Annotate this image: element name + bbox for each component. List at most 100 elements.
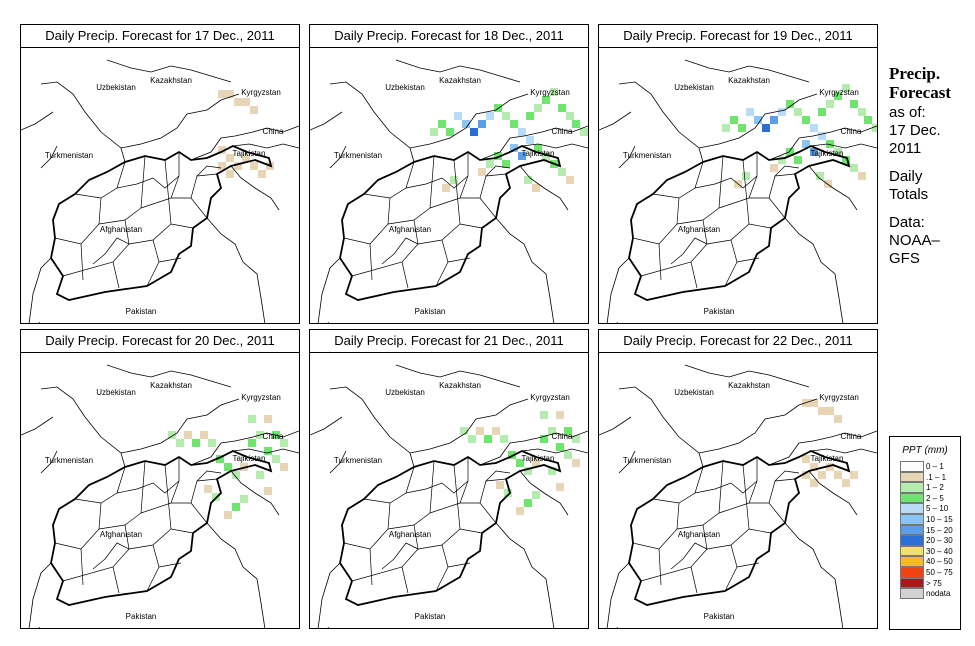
province-lines (632, 152, 800, 289)
place-label: Pakistan (415, 307, 446, 316)
precip-cell (810, 479, 818, 487)
precip-cell (526, 136, 534, 144)
precip-cell (542, 96, 550, 104)
precip-cell (248, 415, 256, 423)
precip-cell (470, 128, 478, 136)
province-line (652, 466, 704, 504)
province-line (363, 161, 415, 199)
afghanistan-outline (339, 450, 562, 606)
legend-label: 5 – 10 (926, 504, 949, 514)
legend-swatch (900, 535, 924, 546)
precip-cell (826, 140, 834, 148)
precip-cell (478, 168, 486, 176)
precip-cell (810, 124, 818, 132)
afghanistan-outline (50, 450, 273, 606)
totals-line1: Daily (889, 168, 923, 185)
country-border (206, 522, 266, 629)
place-label: Tajikistan (811, 149, 844, 158)
precip-cell (460, 427, 468, 435)
legend-item: 1 – 2 (890, 482, 960, 493)
place-label: China (841, 432, 862, 441)
legend-swatch (900, 461, 924, 472)
place-label: China (552, 432, 573, 441)
precip-cell (540, 411, 548, 419)
precip-cell (564, 427, 572, 435)
country-border (40, 81, 126, 163)
place-label: Turkmenistan (334, 151, 382, 160)
asof-date-line1: 17 Dec. (889, 122, 941, 139)
place-label: Uzbekistan (96, 388, 136, 397)
place-label: Uzbekistan (674, 388, 714, 397)
province-line (690, 566, 698, 594)
province-line (748, 223, 772, 229)
precip-cell (518, 152, 526, 160)
precip-cell (566, 176, 574, 184)
legend-label: nodata (926, 589, 951, 599)
country-border (190, 430, 299, 466)
precip-cell (818, 132, 826, 140)
legend-label: 0 – 1 (926, 462, 944, 471)
precip-cell (858, 108, 866, 116)
country-border (768, 125, 877, 161)
province-line (116, 480, 180, 494)
precip-cell (834, 471, 842, 479)
country-borders (599, 364, 877, 629)
province-line (387, 460, 435, 530)
precip-cell (834, 415, 842, 423)
country-border (317, 257, 341, 324)
country-border (28, 562, 52, 629)
precip-cell (810, 399, 818, 407)
legend-swatch (900, 556, 924, 567)
precip-cell (280, 439, 288, 447)
precip-cell (826, 407, 834, 415)
panel-title: Daily Precip. Forecast for 20 Dec., 2011 (21, 330, 299, 353)
precip-cell (858, 172, 866, 180)
country-border (21, 111, 54, 131)
precip-cell (770, 164, 778, 172)
precip-cell (248, 439, 256, 447)
totals-line2: Totals (889, 186, 929, 203)
precip-cell (802, 140, 810, 148)
legend-label: .1 – 1 (926, 472, 947, 482)
country-border (40, 450, 58, 474)
precip-cells (460, 411, 580, 515)
legend-item: 10 – 15 (890, 513, 960, 525)
province-line (417, 159, 461, 245)
province-line (694, 175, 758, 189)
legend-swatch (900, 545, 924, 557)
country-border (684, 364, 810, 388)
precip-cell (454, 112, 462, 120)
place-label: Tajikistan (233, 149, 266, 158)
legend-swatch (900, 566, 924, 578)
country-border (310, 416, 343, 436)
precip-cell (842, 84, 850, 92)
place-label: Kazakhstan (439, 76, 481, 85)
legend-label: 40 – 50 (926, 557, 953, 567)
country-border (21, 416, 54, 436)
province-line (405, 480, 469, 494)
country-border (232, 143, 299, 149)
precip-cell (516, 507, 524, 515)
precip-cell (232, 471, 240, 479)
province-line (92, 542, 130, 570)
country-border (329, 450, 347, 474)
country-border (120, 398, 240, 454)
province-line (369, 243, 373, 281)
place-label: Iran (327, 626, 341, 629)
precip-cell (794, 108, 802, 116)
precip-cell (802, 116, 810, 124)
province-line (351, 219, 419, 277)
place-label: Kazakhstan (728, 76, 770, 85)
place-label: Uzbekistan (385, 388, 425, 397)
precip-cell (218, 162, 226, 170)
place-label: Pakistan (704, 307, 735, 316)
precip-cell (558, 104, 566, 112)
panel-title: Daily Precip. Forecast for 17 Dec., 2011 (21, 25, 299, 48)
legend-swatch (900, 471, 924, 483)
country-border (808, 165, 858, 211)
province-line (459, 457, 469, 504)
province-line (170, 223, 194, 229)
province-line (343, 197, 391, 245)
precip-cell (564, 451, 572, 459)
